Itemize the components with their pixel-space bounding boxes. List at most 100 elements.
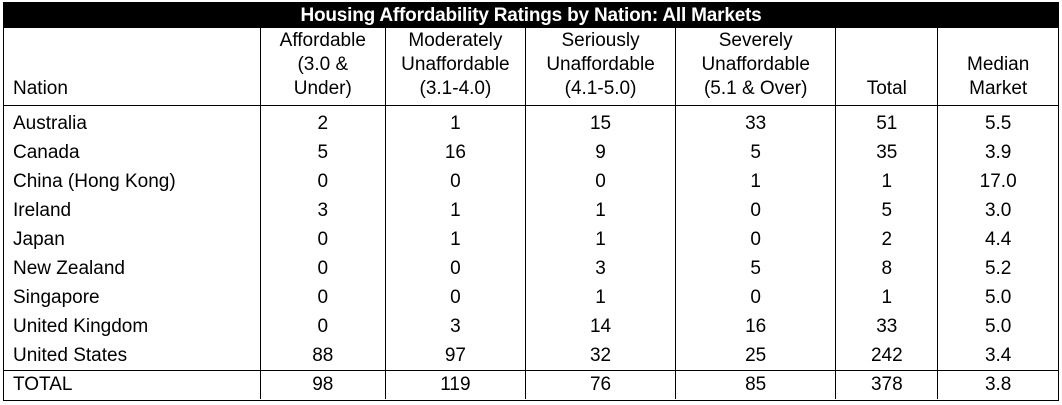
table-row: United States 88 97 32 25 242 3.4 xyxy=(4,341,1058,371)
table-row: Ireland 3 1 1 0 5 3.0 xyxy=(4,196,1058,225)
table-row: United Kingdom 0 3 14 16 33 5.0 xyxy=(4,312,1058,341)
table-row: Australia 2 1 15 33 51 5.5 xyxy=(4,105,1058,138)
column-header: Median Market xyxy=(937,28,1058,106)
value-cell: 0 xyxy=(675,225,836,254)
table-row: Japan 0 1 1 0 2 4.4 xyxy=(4,225,1058,254)
header-row: Nation Affordable (3.0 & Under) Moderately Un… xyxy=(4,28,1058,106)
affordability-table: Housing Affordability Ratings by Nation:… xyxy=(4,3,1058,399)
table-row: China (Hong Kong) 0 0 0 1 1 17.0 xyxy=(4,167,1058,196)
value-cell: 1 xyxy=(384,225,526,254)
value-cell: 1 xyxy=(524,283,676,312)
column-header-line: Total xyxy=(866,78,907,99)
value-cell: 242 xyxy=(835,341,938,371)
value-cell: 0 xyxy=(259,225,386,254)
column-header-line: Severely xyxy=(718,30,793,51)
value-cell: 2 xyxy=(259,105,386,138)
total-value-cell: 378 xyxy=(835,370,938,399)
column-header: Total xyxy=(835,28,938,106)
value-cell: 5.2 xyxy=(937,254,1058,283)
value-cell: 1 xyxy=(675,167,836,196)
value-cell: 2 xyxy=(835,225,938,254)
nation-cell: United Kingdom xyxy=(13,316,149,337)
value-cell: 5.0 xyxy=(937,312,1058,341)
column-header: Severely Unaffordable (5.1 & Over) xyxy=(675,28,836,106)
nation-cell: United States xyxy=(13,345,128,366)
value-cell: 3.4 xyxy=(937,341,1058,371)
value-cell: 0 xyxy=(259,254,386,283)
value-cell: 0 xyxy=(259,167,386,196)
value-cell: 1 xyxy=(524,225,676,254)
value-cell: 1 xyxy=(835,167,938,196)
value-cell: 17.0 xyxy=(937,167,1058,196)
value-cell: 0 xyxy=(259,312,386,341)
value-cell: 8 xyxy=(835,254,938,283)
value-cell: 0 xyxy=(384,283,526,312)
column-header: Affordable (3.0 & Under) xyxy=(259,28,386,106)
total-value-cell: 85 xyxy=(675,370,836,399)
value-cell: 5.0 xyxy=(937,283,1058,312)
column-header-line: Unaffordable xyxy=(546,54,655,75)
value-cell: 0 xyxy=(675,283,836,312)
value-cell: 32 xyxy=(524,341,676,371)
value-cell: 3.0 xyxy=(937,196,1058,225)
column-header-line: Nation xyxy=(13,78,68,99)
value-cell: 14 xyxy=(524,312,676,341)
total-value-cell: 3.8 xyxy=(937,370,1058,399)
total-value-cell: 98 xyxy=(259,370,386,399)
value-cell: 5 xyxy=(675,254,836,283)
column-header-line: Median xyxy=(967,54,1030,75)
value-cell: 0 xyxy=(259,283,386,312)
value-cell: 1 xyxy=(524,196,676,225)
column-header-line: (3.1-4.0) xyxy=(419,78,492,99)
nation-cell: Canada xyxy=(13,142,80,163)
value-cell: 1 xyxy=(384,196,526,225)
value-cell: 3 xyxy=(384,312,526,341)
column-header-line: Affordable xyxy=(279,30,366,51)
column-header-line: Unaffordable xyxy=(401,54,510,75)
total-label-cell: TOTAL xyxy=(4,370,261,399)
table-row: New Zealand 0 0 3 5 8 5.2 xyxy=(4,254,1058,283)
total-value-cell: 119 xyxy=(384,370,526,399)
total-row: TOTAL 98 119 76 85 378 3.8 xyxy=(4,370,1058,399)
value-cell: 0 xyxy=(384,254,526,283)
value-cell: 3 xyxy=(259,196,386,225)
value-cell: 3.9 xyxy=(937,138,1058,167)
nation-cell: Australia xyxy=(13,113,87,134)
value-cell: 1 xyxy=(835,283,938,312)
value-cell: 16 xyxy=(675,312,836,341)
nation-cell: China (Hong Kong) xyxy=(13,171,176,192)
value-cell: 0 xyxy=(384,167,526,196)
table-row: Canada 5 16 9 5 35 3.9 xyxy=(4,138,1058,167)
column-header-line: Seriously xyxy=(561,30,640,51)
affordability-table-container: Housing Affordability Ratings by Nation:… xyxy=(3,2,1059,401)
title-row: Housing Affordability Ratings by Nation:… xyxy=(4,3,1058,28)
column-header-line: (3.0 & xyxy=(297,54,349,75)
value-cell: 5 xyxy=(835,196,938,225)
value-cell: 5.5 xyxy=(937,105,1058,138)
nation-cell: Singapore xyxy=(13,287,100,308)
value-cell: 0 xyxy=(675,196,836,225)
value-cell: 15 xyxy=(524,105,676,138)
column-header: Moderately Unaffordable (3.1-4.0) xyxy=(384,28,526,106)
column-header-line: Unaffordable xyxy=(701,54,810,75)
table-title: Housing Affordability Ratings by Nation:… xyxy=(4,3,1058,28)
column-header-line: Market xyxy=(969,78,1028,99)
value-cell: 1 xyxy=(384,105,526,138)
table-row: Singapore 0 0 1 0 1 5.0 xyxy=(4,283,1058,312)
value-cell: 88 xyxy=(259,341,386,371)
value-cell: 51 xyxy=(835,105,938,138)
table-total: TOTAL 98 119 76 85 378 3.8 xyxy=(4,370,1058,399)
value-cell: 97 xyxy=(384,341,526,371)
value-cell: 5 xyxy=(259,138,386,167)
nation-cell: Ireland xyxy=(13,200,72,221)
column-header-line: (5.1 & Over) xyxy=(703,78,808,99)
value-cell: 9 xyxy=(524,138,676,167)
value-cell: 0 xyxy=(524,167,676,196)
value-cell: 3 xyxy=(524,254,676,283)
column-header-line: Moderately xyxy=(408,30,503,51)
nation-cell: New Zealand xyxy=(13,258,125,279)
column-header: Seriously Unaffordable (4.1-5.0) xyxy=(524,28,676,106)
column-header: Nation xyxy=(4,28,261,106)
value-cell: 4.4 xyxy=(937,225,1058,254)
nation-cell: Japan xyxy=(13,229,65,250)
